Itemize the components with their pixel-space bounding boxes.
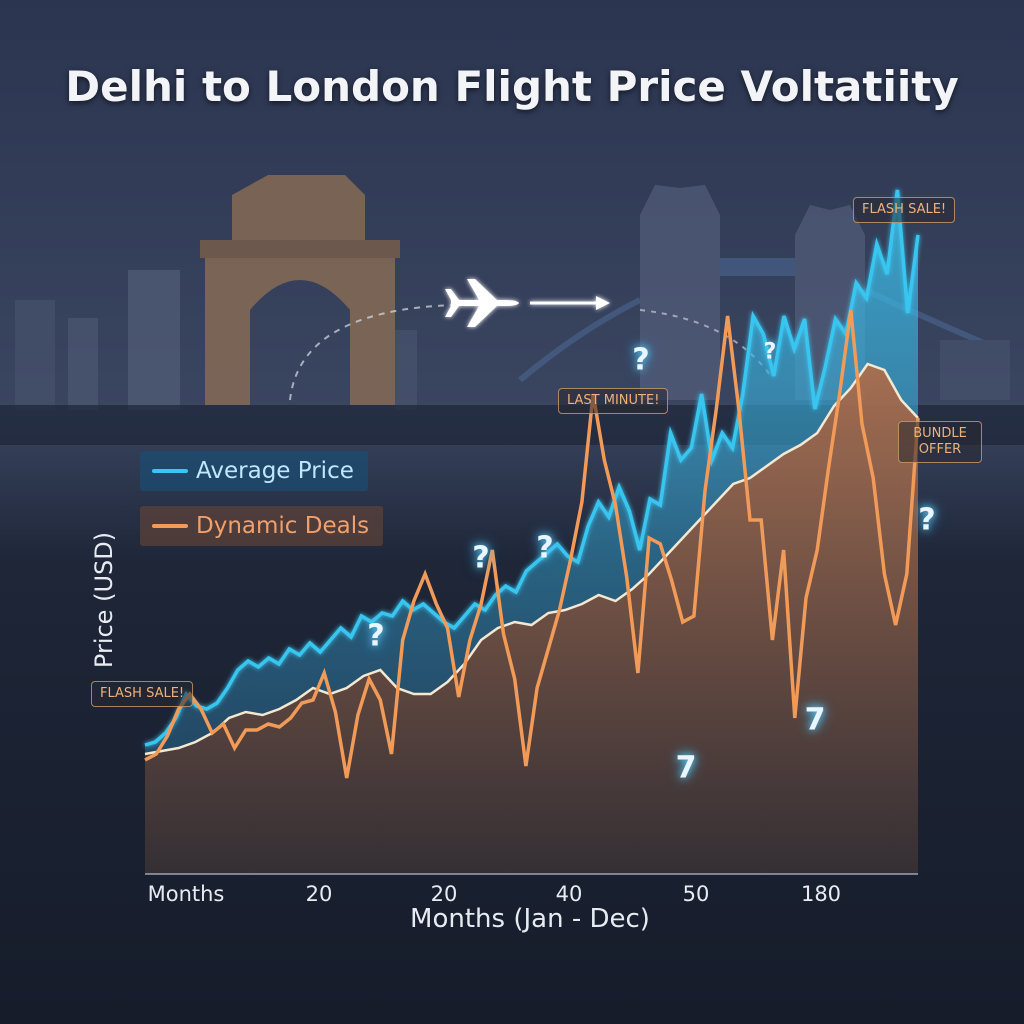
legend-swatch-deals xyxy=(152,524,188,528)
plot-area xyxy=(144,189,920,875)
x-axis-label: Months (Jan - Dec) xyxy=(410,904,650,934)
callout-flash-sale-right: FLASH SALE! xyxy=(853,197,956,223)
callout-last-minute: LAST MINUTE! xyxy=(558,388,669,414)
legend-dynamic-deals: Dynamic Deals xyxy=(140,506,384,546)
question-marker: ? xyxy=(536,530,554,566)
question-marker: ? xyxy=(472,540,490,576)
legend-label-deals: Dynamic Deals xyxy=(196,513,370,539)
x-tick-label: 180 xyxy=(800,882,842,906)
question-marker: ? xyxy=(367,618,385,654)
question-marker: ? xyxy=(763,339,777,365)
x-tick-label: 20 xyxy=(430,882,458,906)
x-tick-label: 40 xyxy=(555,882,583,906)
x-tick-label: 20 xyxy=(305,882,333,906)
question-marker: ? xyxy=(918,502,936,538)
flight-path xyxy=(289,304,456,401)
x-tick-label: 50 xyxy=(682,882,710,906)
baseline-line xyxy=(144,362,919,756)
arrow-right-icon xyxy=(530,296,610,310)
legend-average-price: Average Price xyxy=(140,451,368,491)
delhi-skyline xyxy=(15,270,417,410)
callout-bundle-offer: BUNDLE OFFER xyxy=(898,421,982,463)
seven-marker: 7 xyxy=(675,750,697,786)
baseline-area xyxy=(145,364,918,874)
x-tick-label: Months xyxy=(147,882,225,906)
y-axis-label: Price (USD) xyxy=(90,531,118,669)
average-price-line xyxy=(144,189,920,747)
question-marker: ? xyxy=(632,342,650,378)
airplane-icon xyxy=(445,279,519,327)
seven-marker: 7 xyxy=(804,702,826,738)
legend-swatch-average xyxy=(152,469,188,473)
callout-flash-sale-left: FLASH SALE! xyxy=(91,681,194,707)
india-gate xyxy=(200,175,400,405)
dynamic-deals-line xyxy=(144,309,920,779)
legend-label-average: Average Price xyxy=(196,458,354,484)
chart-title: Delhi to London Flight Price Voltatiity xyxy=(65,62,959,111)
